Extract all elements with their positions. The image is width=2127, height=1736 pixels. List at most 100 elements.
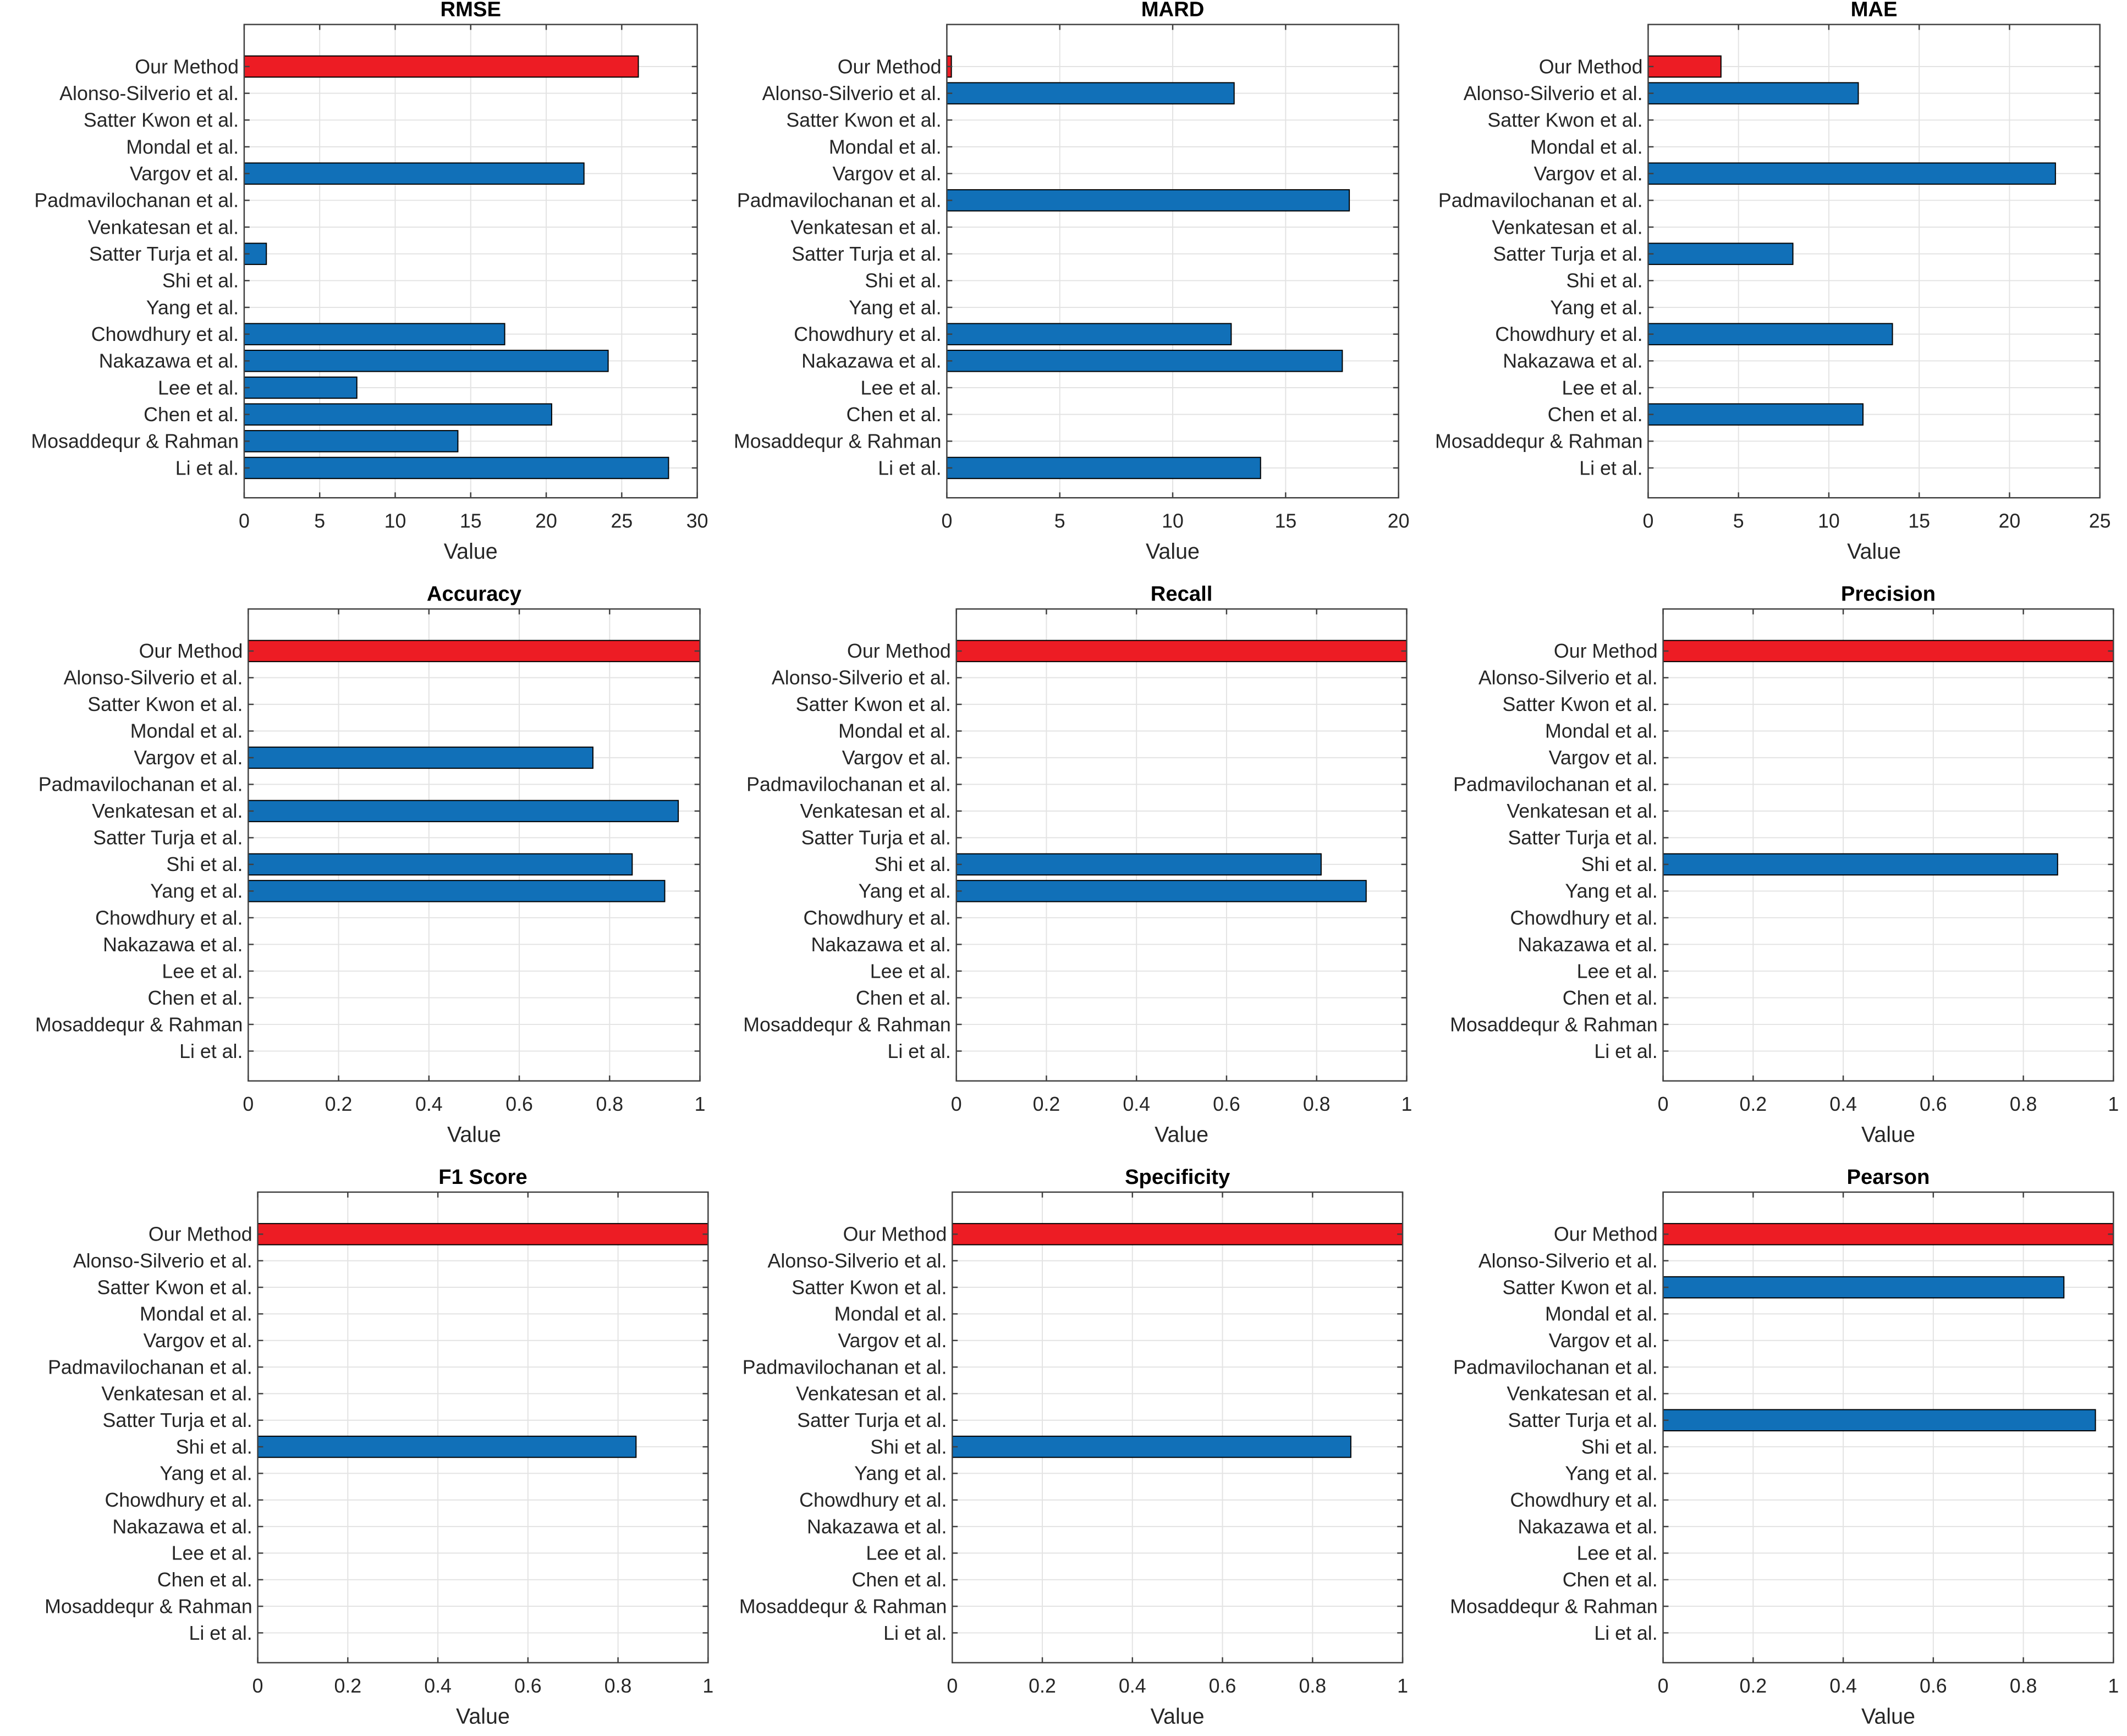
category-label: Mondal et al. xyxy=(1545,1303,1658,1325)
category-label: Chen et al. xyxy=(157,1569,252,1591)
bar-yang-et-al- xyxy=(248,880,666,902)
x-tick-label: 0.2 xyxy=(1739,1675,1767,1697)
category-label: Shi et al. xyxy=(1581,853,1658,875)
category-label: Vargov et al. xyxy=(1549,1330,1658,1352)
bar-satter-kwon-et-al- xyxy=(1662,1276,2065,1299)
plot-area xyxy=(952,1192,1403,1663)
chart-title: Accuracy xyxy=(427,582,522,606)
plot-area xyxy=(248,609,700,1081)
x-tick-label: 0.2 xyxy=(334,1675,361,1697)
category-label: Vargov et al. xyxy=(134,747,243,769)
bar-our-method xyxy=(248,640,701,663)
x-tick-label: 0.2 xyxy=(325,1093,353,1115)
bar-chowdhury-et-al- xyxy=(243,323,505,345)
x-tick-label: 0.6 xyxy=(1920,1093,1947,1115)
chart-title: Recall xyxy=(1151,582,1213,606)
category-label: Shi et al. xyxy=(162,270,239,292)
category-label: Shi et al. xyxy=(870,1436,947,1458)
chart-panel-f1-score: 0 0.2 0.4 0.6 0.8 1 Our Method Alonso-Silverio … xyxy=(45,1165,713,1729)
category-label: Li et al. xyxy=(1579,457,1642,479)
bar-li-et-al- xyxy=(946,456,1261,480)
x-tick-label: 0.6 xyxy=(514,1675,542,1697)
chart-panel-recall: 0 0.2 0.4 0.6 0.8 1 Our Method Alonso-Silverio … xyxy=(743,582,1412,1147)
category-label: Padmavilochanan et al. xyxy=(737,190,942,212)
bar-mosaddequr-rahman xyxy=(243,430,459,453)
bar-yang-et-al- xyxy=(955,880,1367,902)
x-tick-label: 0 xyxy=(1658,1675,1669,1697)
bar-nakazawa-et-al- xyxy=(946,350,1343,372)
category-label: Venkatesan et al. xyxy=(1507,800,1657,822)
x-tick-label: 0.6 xyxy=(1213,1093,1240,1115)
category-label: Alonso-Silverio et al. xyxy=(1479,1250,1658,1272)
bar-shi-et-al- xyxy=(248,853,633,876)
x-axis-label: Value xyxy=(1151,1705,1205,1729)
bar-shi-et-al- xyxy=(1662,853,2058,876)
bar-alonso-silverio-et-al- xyxy=(946,82,1235,104)
chart-title: RMSE xyxy=(441,0,501,21)
category-label: Satter Turja et al. xyxy=(89,243,239,265)
category-label: Padmavilochanan et al. xyxy=(34,190,239,212)
plot-area xyxy=(1663,609,2114,1081)
x-tick-label: 0.4 xyxy=(1829,1093,1857,1115)
bar-shi-et-al- xyxy=(952,1435,1351,1458)
category-label: Yang et al. xyxy=(1565,880,1657,902)
category-label: Alonso-Silverio et al. xyxy=(1464,82,1643,104)
x-tick-label: 0.8 xyxy=(2010,1675,2037,1697)
chart-panel-mae: 0 5 10 15 20 25 Our Method Alonso-Silverio et a… xyxy=(1435,0,2111,564)
x-tick-label: 0 xyxy=(252,1675,263,1697)
x-tick-label: 0.8 xyxy=(2010,1093,2037,1115)
x-tick-label: 0.4 xyxy=(1119,1675,1146,1697)
category-label: Chowdhury et al. xyxy=(95,907,243,929)
category-label: Nakazawa et al. xyxy=(103,934,243,956)
x-tick-label: 0 xyxy=(1658,1093,1669,1115)
category-label: Mosaddequr & Rahman xyxy=(743,1013,951,1035)
bar-lee-et-al- xyxy=(243,376,358,399)
category-label: Li et al. xyxy=(888,1040,951,1062)
category-label: Mondal et al. xyxy=(130,720,243,742)
category-label: Lee et al. xyxy=(158,377,239,399)
x-tick-label: 0.4 xyxy=(424,1675,452,1697)
category-label: Shi et al. xyxy=(1566,270,1642,292)
category-label: Vargov et al. xyxy=(838,1330,947,1352)
x-tick-label: 0 xyxy=(239,510,250,532)
category-label: Nakazawa et al. xyxy=(1503,350,1642,372)
x-tick-label: 1 xyxy=(1397,1675,1408,1697)
chart-panel-pearson: 0 0.2 0.4 0.6 0.8 1 Our Method Alonso-Silverio … xyxy=(1450,1165,2119,1729)
x-tick-label: 0.6 xyxy=(505,1093,533,1115)
category-label: Alonso-Silverio et al. xyxy=(64,667,243,689)
category-label: Mondal et al. xyxy=(1530,136,1643,158)
chart-panel-precision: 0 0.2 0.4 0.6 0.8 1 Our Method Alonso-Silverio … xyxy=(1450,582,2119,1147)
x-tick-label: 0 xyxy=(1642,510,1653,532)
bar-shi-et-al- xyxy=(955,853,1322,876)
category-label: Chowdhury et al. xyxy=(1510,907,1657,929)
category-label: Nakazawa et al. xyxy=(99,350,239,372)
bar-satter-turja-et-al- xyxy=(1662,1409,2096,1431)
chart-title: MAE xyxy=(1851,0,1898,21)
category-label: Padmavilochanan et al. xyxy=(746,774,951,796)
category-label: Li et al. xyxy=(1594,1622,1657,1644)
bar-vargov-et-al- xyxy=(243,162,585,185)
category-label: Our Method xyxy=(149,1224,252,1245)
category-label: Satter Turja et al. xyxy=(93,827,243,849)
x-axis-label: Value xyxy=(456,1705,510,1729)
x-tick-label: 1 xyxy=(702,1675,713,1697)
category-label: Venkatesan et al. xyxy=(796,1383,947,1405)
bar-our-method xyxy=(952,1223,1404,1245)
category-label: Alonso-Silverio et al. xyxy=(73,1250,252,1272)
x-tick-label: 0.6 xyxy=(1920,1675,1947,1697)
x-tick-label: 0.4 xyxy=(415,1093,443,1115)
category-label: Yang et al. xyxy=(146,296,239,318)
category-label: Li et al. xyxy=(189,1622,252,1644)
bar-vargov-et-al- xyxy=(1647,162,2056,185)
category-label: Padmavilochanan et al. xyxy=(743,1356,947,1378)
bar-chen-et-al- xyxy=(1647,403,1864,426)
bar-li-et-al- xyxy=(243,456,669,480)
x-axis-label: Value xyxy=(1861,1123,1915,1147)
category-label: Padmavilochanan et al. xyxy=(39,774,243,796)
category-label: Lee et al. xyxy=(1577,1542,1658,1564)
axes-box xyxy=(1662,608,2114,1082)
category-label: Shi et al. xyxy=(166,853,243,875)
category-label: Shi et al. xyxy=(1581,1436,1658,1458)
x-tick-label: 10 xyxy=(384,510,406,532)
category-label: Alonso-Silverio et al. xyxy=(772,667,951,689)
